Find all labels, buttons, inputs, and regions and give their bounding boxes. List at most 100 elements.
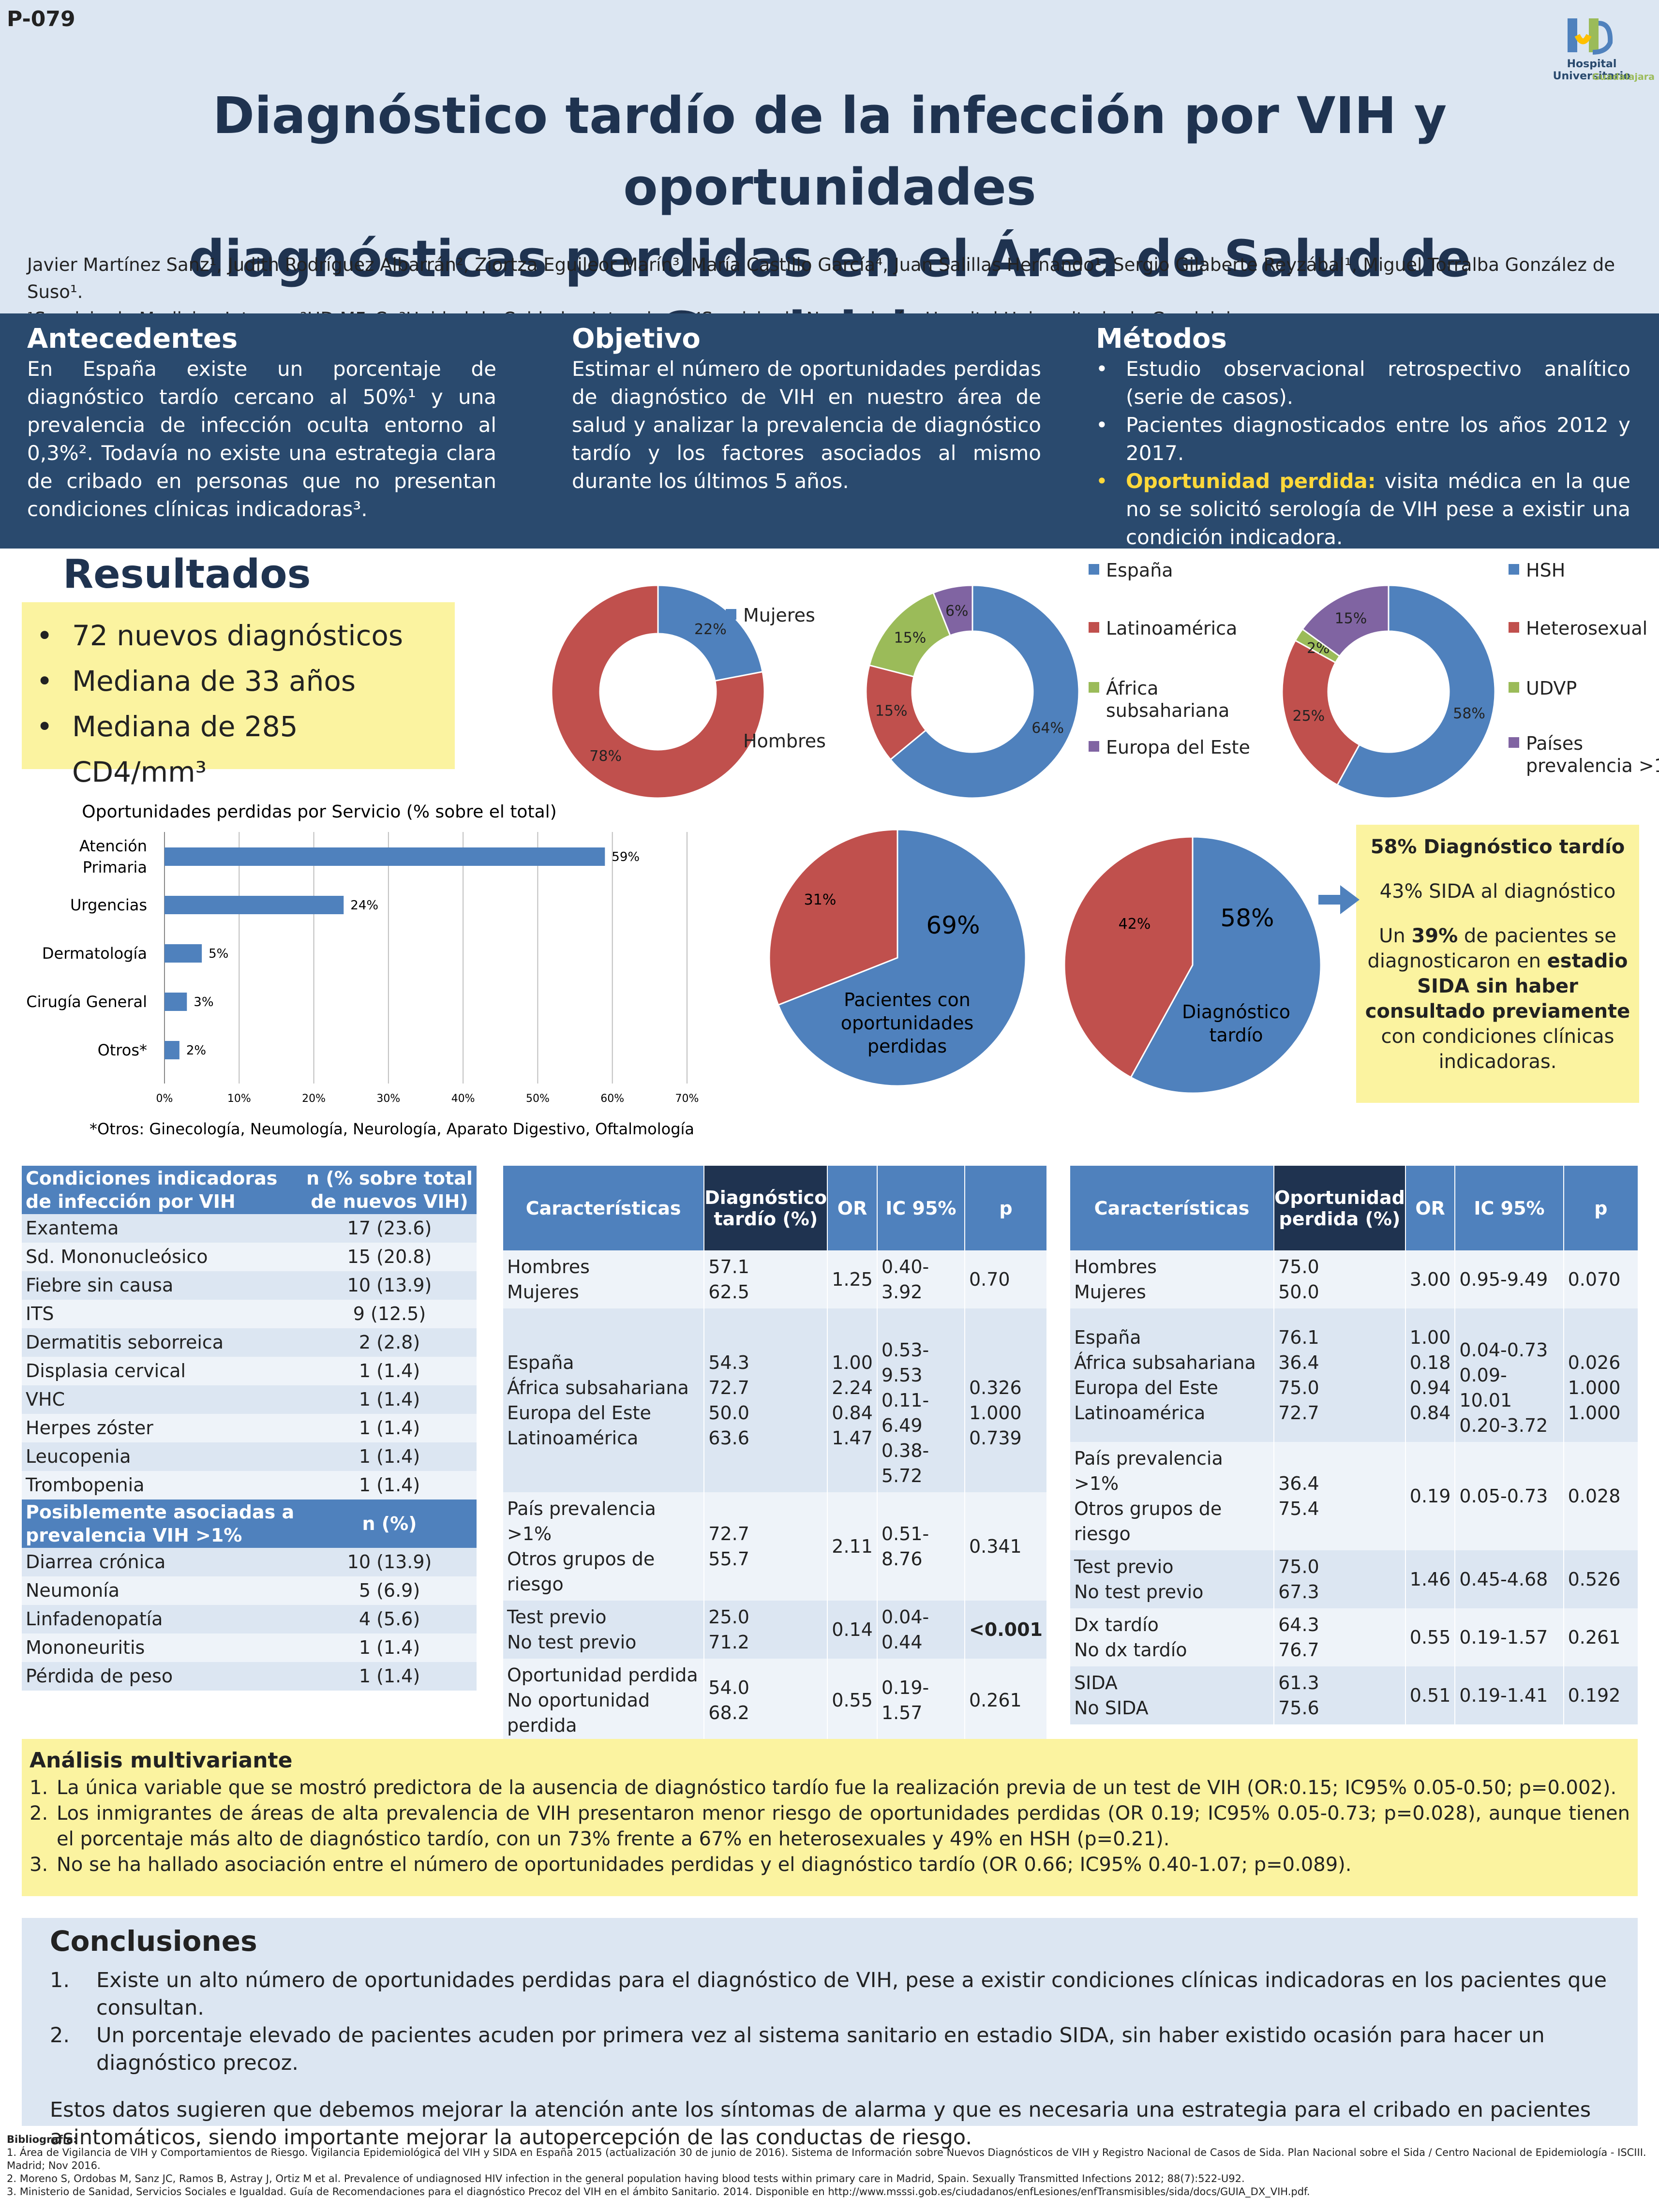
condition-name: Linfadenopatía (22, 1605, 302, 1633)
poster-title: Diagnóstico tardío de la infección por V… (19, 80, 1640, 366)
metodos-section: Métodos Estudio observacional retrospect… (1096, 323, 1630, 551)
logo-text-line2: Guadalajara (1592, 72, 1655, 82)
table-header: Características (1070, 1166, 1275, 1250)
summary-text: de pacientes se diagnosticaron en (1367, 925, 1616, 972)
p-value: 0.026 1.000 1.000 (1563, 1308, 1639, 1442)
results-charts: 22% 78% Mujeres Hombres 64% 15% 15% 6% España Lat… (551, 560, 1659, 799)
condition-count: 1 (1.4) (302, 1442, 477, 1471)
conditions-header: Condiciones indicadoras de infección por… (22, 1166, 302, 1214)
table-row: Neumonía 5 (6.9) (22, 1576, 477, 1605)
hospital-logo: Hospital Universitario Guadalajara (1529, 14, 1655, 86)
multivariate-text: Los inmigrantes de áreas de alta prevale… (57, 1802, 1630, 1850)
slice-label: 58% (1220, 904, 1274, 932)
bar-value-label: 59% (612, 850, 640, 864)
percent: 76.1 36.4 75.0 72.7 (1274, 1308, 1406, 1442)
legend-swatch (1509, 682, 1519, 693)
table-row: Mononeuritis 1 (1.4) (22, 1633, 477, 1662)
missed-opportunity-table: Características Oportunidad perdida (%) OR… (1070, 1166, 1639, 1724)
p-value: 0.70 (964, 1250, 1048, 1308)
slice-label: 58% (1453, 705, 1485, 722)
slice-label: 15% (894, 629, 927, 646)
authors: Javier Martínez Sanz¹, Judith Rodríguez … (27, 254, 1615, 302)
tick-label: 0% (156, 1093, 173, 1105)
ci-95: 0.53-9.53 0.11-6.49 0.38-5.72 (877, 1308, 965, 1492)
tick-label: 60% (600, 1093, 624, 1105)
conditions-table: Condiciones indicadoras de infección por… (22, 1166, 477, 1691)
category-label: Primaria (83, 858, 147, 876)
antecedentes-section: Antecedentes En España existe un porcent… (27, 323, 496, 523)
condition-name: Leucopenia (22, 1442, 302, 1471)
condition-name: Neumonía (22, 1576, 302, 1605)
legend-swatch (1089, 741, 1099, 752)
odds-ratio: 1.25 (827, 1250, 878, 1308)
table-row: Dermatitis seborreica 2 (2.8) (22, 1328, 477, 1357)
category-label: Atención (79, 837, 147, 855)
percent: 25.0 71.2 (704, 1601, 828, 1659)
ci-95: 0.45-4.68 (1455, 1550, 1564, 1608)
percent: 75.0 67.3 (1274, 1550, 1406, 1608)
pie-caption: oportunidades (841, 1012, 974, 1034)
table-header: IC 95% (877, 1166, 965, 1250)
characteristic: País prevalencia >1% Otros grupos de rie… (1070, 1442, 1275, 1550)
summary-late-dx: 58% Diagnóstico tardío (1370, 836, 1625, 858)
odds-ratio: 1.46 (1405, 1550, 1456, 1608)
legend-label: Hombres (743, 730, 826, 752)
bar (164, 993, 187, 1011)
metodos-item: Pacientes diagnosticados entre los años … (1096, 411, 1630, 467)
odds-ratio: 0.55 (827, 1659, 878, 1742)
table-row: VHC 1 (1.4) (22, 1385, 477, 1414)
table-row: Test previo No test previo 75.0 67.3 1.46 0… (1070, 1550, 1639, 1608)
bar-footnote: *Otros: Ginecología, Neumología, Neurolo… (90, 1120, 694, 1138)
pie-caption: tardío (1209, 1024, 1263, 1046)
antecedentes-text: En España existe un porcentaje de diagnó… (27, 357, 496, 521)
characteristic: Hombres Mujeres (503, 1250, 705, 1308)
objetivo-heading: Objetivo (572, 323, 701, 355)
legend-label: Mujeres (743, 605, 815, 626)
bar-value-label: 24% (350, 898, 378, 913)
metodos-item: Estudio observacional retrospectivo anal… (1096, 355, 1630, 411)
condition-count: 5 (6.9) (302, 1576, 477, 1605)
pie-caption: Pacientes con (844, 989, 971, 1010)
slice-label: 22% (694, 621, 727, 638)
table-row: País prevalencia >1% Otros grupos de rie… (1070, 1442, 1639, 1550)
condition-count: 1 (1.4) (302, 1662, 477, 1691)
table-row: SIDA No SIDA 61.3 75.6 0.51 0.19-1.41 0.192 (1070, 1666, 1639, 1724)
tick-label: 10% (227, 1093, 251, 1105)
late-diagnosis-table: Características Diagnóstico tardío (%) OR I… (503, 1166, 1048, 1742)
table-row: Displasia cervical 1 (1.4) (22, 1357, 477, 1385)
bibliography-item: 1. Área de Vigilancia de VIH y Comportam… (7, 2147, 1646, 2171)
p-value: 0.192 (1563, 1666, 1639, 1724)
condition-count: 1 (1.4) (302, 1471, 477, 1499)
percent: 57.1 62.5 (704, 1250, 828, 1308)
table-row: Sd. Mononucleósico 15 (20.8) (22, 1243, 477, 1271)
bar-value-label: 5% (209, 947, 228, 961)
p-value: 0.341 (964, 1492, 1048, 1601)
conclusion-item: 1. Existe un alto número de oportunidades… (50, 1968, 1607, 2020)
pie-slice (889, 584, 1080, 799)
p-value: 0.526 (1563, 1550, 1639, 1608)
condition-count: 2 (2.8) (302, 1328, 477, 1357)
bar-value-label: 2% (186, 1043, 206, 1058)
ci-95: 0.19-1.57 (1455, 1608, 1564, 1666)
p-value: 0.028 (1563, 1442, 1639, 1550)
summary-text: con condiciones clínicas indicadoras. (1381, 1025, 1614, 1073)
p-value: 0.261 (1563, 1608, 1639, 1666)
characteristic: Test previo No test previo (1070, 1550, 1275, 1608)
legend-label: Latinoamérica (1106, 618, 1237, 639)
conclusions-heading: Conclusiones (50, 1925, 257, 1958)
bibliography-item: 3. Ministerio de Sanidad, Servicios Soci… (7, 2186, 1310, 2197)
legend-swatch (726, 609, 736, 620)
tick-label: 50% (526, 1093, 550, 1105)
tick-label: 40% (451, 1093, 475, 1105)
poster-code: P-079 (7, 7, 75, 31)
percent: 75.0 50.0 (1274, 1250, 1406, 1308)
multivariate-item: 2. Los inmigrantes de áreas de alta preva… (30, 1802, 1630, 1850)
legend-label: HSH (1526, 560, 1565, 581)
table-row: Exantema 17 (23.6) (22, 1214, 477, 1243)
characteristic: Oportunidad perdida No oportunidad perdi… (503, 1659, 705, 1742)
legend-label: UDVP (1526, 678, 1577, 699)
percent: 72.7 55.7 (704, 1492, 828, 1601)
table-header: OR (827, 1166, 878, 1250)
bar (164, 847, 605, 866)
condition-count: 17 (23.6) (302, 1214, 477, 1243)
